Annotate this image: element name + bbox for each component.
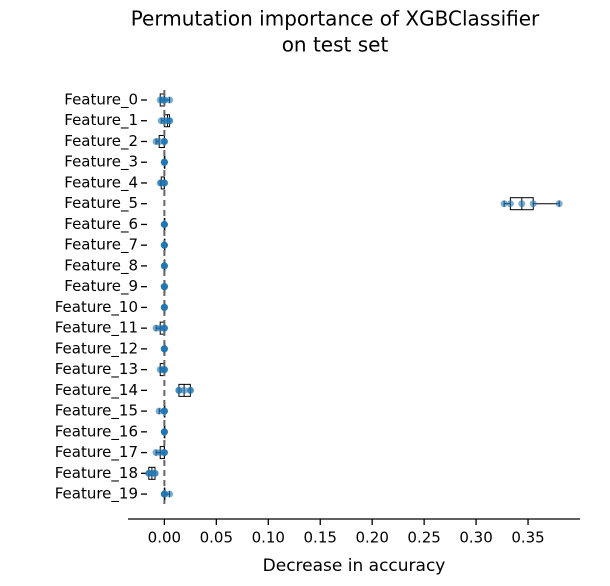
point: [529, 200, 537, 208]
point: [160, 303, 168, 311]
y-tick-label: Feature_3: [64, 153, 138, 172]
point: [151, 469, 159, 477]
point: [155, 407, 163, 415]
point: [160, 283, 168, 291]
y-tick-label: Feature_18: [55, 464, 138, 483]
y-tick-label: Feature_7: [64, 236, 138, 255]
point: [518, 200, 526, 208]
x-tick-label: 0.30: [459, 529, 492, 547]
x-tick-label: 0.25: [407, 529, 440, 547]
y-tick-label: Feature_0: [64, 91, 138, 110]
point: [160, 428, 168, 436]
x-tick-label: 0.10: [252, 529, 285, 547]
point: [160, 220, 168, 228]
y-tick-label: Feature_17: [55, 443, 138, 462]
point: [166, 490, 174, 498]
x-tick-label: 0.20: [355, 529, 388, 547]
point: [160, 345, 168, 353]
point: [506, 200, 514, 208]
y-tick-label: Feature_14: [55, 381, 138, 400]
point: [175, 386, 183, 394]
y-tick-label: Feature_19: [55, 485, 138, 504]
point: [160, 262, 168, 270]
point: [160, 324, 168, 332]
x-axis-label: Decrease in accuracy: [263, 556, 446, 576]
chart-title: on test set: [282, 33, 389, 57]
y-tick-label: Feature_2: [64, 132, 138, 151]
point: [186, 386, 194, 394]
point: [500, 200, 508, 208]
y-tick-label: Feature_8: [64, 256, 138, 275]
y-tick-label: Feature_12: [55, 339, 138, 358]
y-tick-label: Feature_6: [64, 215, 138, 234]
point: [166, 96, 174, 104]
y-tick-label: Feature_13: [55, 360, 138, 379]
point: [160, 407, 168, 415]
point: [555, 200, 563, 208]
y-tick-label: Feature_4: [64, 173, 138, 192]
y-tick-label: Feature_16: [55, 422, 138, 441]
y-tick-label: Feature_1: [64, 111, 138, 130]
y-tick-label: Feature_15: [55, 402, 138, 421]
y-tick-label: Feature_5: [64, 194, 138, 213]
y-tick-label: Feature_10: [55, 298, 138, 317]
x-tick-label: 0.05: [200, 529, 233, 547]
y-tick-label: Feature_9: [64, 277, 138, 296]
point: [155, 137, 163, 145]
point: [160, 158, 168, 166]
point: [160, 449, 168, 457]
x-tick-label: 0.35: [511, 529, 544, 547]
x-tick-label: 0.15: [304, 529, 337, 547]
x-tick-label: 0.00: [148, 529, 181, 547]
point: [166, 117, 174, 125]
point: [160, 96, 168, 104]
point: [180, 386, 188, 394]
point: [160, 366, 168, 374]
chart-title: Permutation importance of XGBClassifier: [131, 7, 540, 31]
y-tick-label: Feature_11: [55, 319, 138, 338]
point: [160, 490, 168, 498]
point: [160, 179, 168, 187]
point: [160, 241, 168, 249]
point: [160, 137, 168, 145]
